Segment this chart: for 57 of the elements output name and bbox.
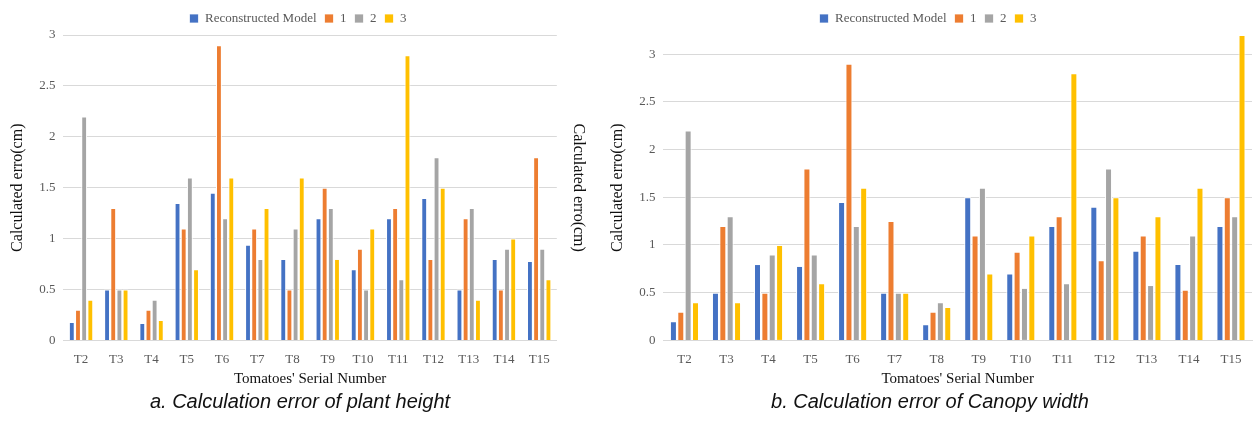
x-tick-label: T2	[677, 350, 692, 366]
y-tick-label: 2.5	[639, 93, 656, 109]
x-tick-label: T8	[285, 350, 300, 366]
x-tick-label: T7	[887, 350, 903, 366]
x-tick-label: T3	[719, 350, 734, 366]
y-tick-label: 0.5	[639, 284, 656, 300]
y2-axis-title: Calculated erro(cm)	[570, 123, 589, 252]
y-tick-label: 0	[48, 331, 56, 347]
legend-label: Reconstructed Model	[204, 9, 317, 25]
x-tick-label: T4	[761, 350, 777, 366]
x-tick-label: T15	[528, 350, 550, 366]
x-tick-label: T2	[73, 350, 89, 366]
text: a. Calculation error of plant height	[148, 390, 452, 413]
legend-label: Reconstructed Model	[834, 9, 947, 25]
x-tick-label: T5	[179, 350, 195, 366]
x-tick-label: T5	[803, 350, 818, 366]
y-axis-title: Calculated erro(cm)	[607, 123, 626, 252]
x-tick-label: T7	[250, 350, 265, 366]
x-tick-label: T9	[971, 350, 986, 366]
legend-label: 1	[340, 9, 347, 25]
x-tick-label: T14	[493, 350, 515, 366]
x-tick-label: T4	[144, 350, 160, 366]
y-tick-label: 0	[648, 331, 656, 347]
y-tick-label: 1	[48, 230, 56, 246]
x-tick-label: T12	[422, 350, 444, 366]
text: b. Calculation error of Canopy width	[770, 390, 1090, 413]
y-tick-label: 1	[648, 236, 656, 252]
x-tick-label: T3	[109, 350, 124, 366]
legend-label: 3	[1030, 9, 1037, 25]
x-tick-label: T6	[845, 350, 861, 366]
legend-label: 3	[400, 9, 407, 25]
x-axis-title: Tomatoes' Serial Number	[233, 369, 387, 386]
y-axis-title: Calculated erro(cm)	[7, 123, 26, 252]
x-tick-label: T15	[1220, 350, 1242, 366]
x-tick-label: T8	[929, 350, 944, 366]
legend-label: 2	[1000, 9, 1007, 25]
x-tick-label: T12	[1094, 350, 1116, 366]
y-tick-label: 3	[648, 45, 656, 61]
y-tick-label: 0.5	[39, 280, 56, 296]
y-tick-label: 3	[48, 26, 56, 42]
x-tick-label: T10	[1010, 350, 1032, 366]
x-tick-label: T11	[387, 350, 409, 366]
y-tick-label: 2	[648, 140, 656, 156]
legend-label: 1	[970, 9, 977, 25]
x-tick-label: T13	[458, 350, 480, 366]
x-axis-title: Tomatoes' Serial Number	[881, 369, 1034, 386]
y-tick-label: 1.5	[39, 179, 56, 195]
legend-label: 2	[370, 9, 377, 25]
x-tick-label: T10	[352, 350, 374, 366]
y-tick-label: 2.5	[39, 77, 56, 93]
y-tick-label: 1.5	[639, 188, 656, 204]
x-tick-label: T6	[214, 350, 230, 366]
x-tick-label: T13	[1136, 350, 1158, 366]
y-tick-label: 2	[48, 128, 56, 144]
x-tick-label: T14	[1178, 350, 1200, 366]
x-tick-label: T9	[320, 350, 335, 366]
x-tick-label: T11	[1052, 350, 1074, 366]
